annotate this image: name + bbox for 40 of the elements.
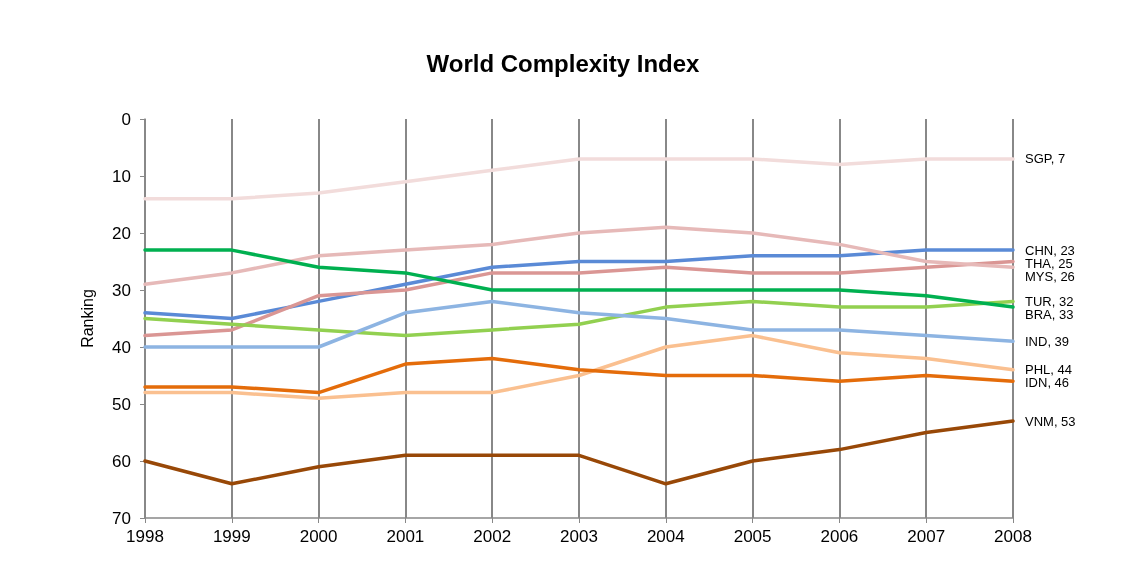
line-series: [143, 248, 1015, 309]
x-tick-label: 2007: [907, 527, 946, 546]
data-label: BRA, 33: [1025, 306, 1074, 322]
y-tick-label: 50: [112, 394, 131, 414]
data-label: CHN, 23: [1025, 242, 1075, 258]
line-series: [143, 299, 1015, 349]
y-tick-label: 70: [112, 508, 131, 528]
x-tick-label: 2008: [994, 527, 1032, 546]
line-series: [143, 157, 1015, 201]
y-axis-title: Ranking: [78, 289, 96, 348]
line-series: [143, 225, 1015, 287]
data-label: PHL, 44: [1025, 362, 1072, 378]
data-label: TUR, 32: [1025, 293, 1074, 309]
y-tick-label: 30: [112, 280, 131, 300]
y-tick-label: 0: [121, 109, 131, 129]
line-series: [143, 333, 1015, 401]
data-label: VNM, 53: [1025, 413, 1076, 429]
x-tick-label: 2000: [299, 527, 338, 546]
y-tick-label: 20: [112, 223, 131, 243]
x-tick-label: 2001: [386, 527, 425, 546]
data-label: IDN, 46: [1025, 375, 1070, 391]
y-tick-label: 10: [112, 166, 131, 186]
x-tick-label: 2003: [560, 527, 598, 546]
x-tick-label: 1998: [126, 527, 164, 546]
data-label: IND, 39: [1025, 333, 1070, 349]
x-tick-label: 2002: [473, 527, 512, 546]
x-tick-label: 2004: [646, 527, 685, 546]
line-series: [143, 248, 1015, 321]
y-tick-label: 40: [112, 337, 131, 357]
line-series: [143, 419, 1015, 486]
x-tick-label: 2006: [820, 527, 859, 546]
x-tick-label: 1999: [212, 527, 251, 546]
data-label: SGP, 7: [1025, 151, 1066, 167]
line-series: [143, 356, 1015, 395]
y-tick-label: 60: [112, 451, 131, 471]
data-label: THA, 25: [1025, 255, 1073, 271]
line-series: [143, 299, 1015, 338]
chart-title: World Complexity Index: [426, 49, 701, 77]
line-series: [143, 259, 1015, 338]
x-tick-label: 2005: [733, 527, 772, 546]
